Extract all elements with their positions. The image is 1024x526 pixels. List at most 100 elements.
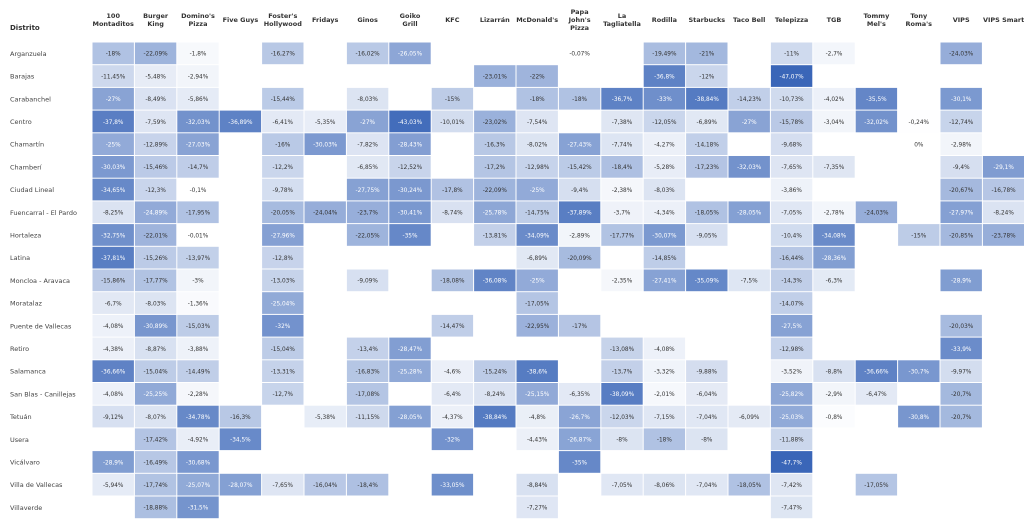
- cell-value-label: -24,89%: [143, 211, 168, 217]
- cell-value-label: -3,32%: [654, 369, 675, 375]
- heatmap-cell: [474, 178, 516, 201]
- heatmap-cell: [686, 383, 728, 405]
- heatmap-cell: [558, 201, 601, 224]
- cell-value-label: -0,01%: [188, 233, 209, 239]
- heatmap-cell: [346, 224, 389, 246]
- row-label: Tetuán: [9, 413, 32, 421]
- cell-value-label: -12,3%: [145, 188, 166, 194]
- cell-value-label: -2,28%: [188, 392, 209, 398]
- cell-value-label: -14,23%: [737, 97, 762, 103]
- heatmap-cell: [770, 224, 813, 246]
- cell-value-label: -14,18%: [695, 142, 720, 148]
- column-label: Tommy Mel's: [863, 12, 890, 28]
- heatmap-cell: [686, 133, 728, 155]
- heatmap-cell: [770, 65, 813, 87]
- heatmap-cell: [898, 360, 940, 382]
- heatmap-cell: [92, 87, 134, 110]
- heatmap-cell: [134, 133, 177, 155]
- cell-value-label: -7,47%: [781, 506, 802, 512]
- cell-value-label: -37,8%: [103, 120, 124, 126]
- cell-value-label: -15,46%: [143, 165, 168, 171]
- heatmap-cell: [601, 383, 643, 405]
- heatmap-cell: [92, 65, 134, 87]
- cell-value-label: -9,4%: [571, 188, 588, 194]
- cell-value-label: -8,07%: [145, 415, 166, 421]
- cell-value-label: -6,4%: [444, 392, 461, 398]
- cell-value-label: -13,4%: [357, 347, 378, 353]
- heatmap-cell: [177, 87, 219, 110]
- cell-value-label: -21%: [699, 52, 714, 58]
- cell-value-label: -3,86%: [781, 188, 802, 194]
- cell-value-label: -22%: [530, 74, 545, 80]
- cell-value-label: -16,44%: [779, 256, 804, 262]
- heatmap-cell: [516, 65, 558, 87]
- heatmap-cell: [770, 178, 813, 201]
- cell-value-label: -17,42%: [143, 438, 168, 444]
- cell-value-label: -25%: [106, 142, 121, 148]
- heatmap-cell: [346, 156, 389, 178]
- cell-value-label: -15%: [445, 97, 460, 103]
- cell-value-label: -23,78%: [991, 233, 1016, 239]
- heatmap-cell: [389, 42, 431, 65]
- cell-value-label: -20,09%: [567, 256, 592, 262]
- cell-value-label: -4,02%: [824, 97, 845, 103]
- column-label: VIPS Smart: [983, 16, 1024, 24]
- heatmap-cell: [474, 269, 516, 292]
- heatmap-cell: [770, 42, 813, 65]
- heatmap-cell: [516, 201, 558, 224]
- cell-value-label: -25%: [530, 279, 545, 285]
- cell-value-label: -12,03%: [610, 415, 635, 421]
- cell-value-label: -33%: [657, 97, 672, 103]
- cell-value-label: -30,68%: [186, 460, 211, 466]
- cell-value-label: -17,23%: [695, 165, 720, 171]
- cell-value-label: -18,08%: [440, 279, 465, 285]
- heatmap-cell: [134, 405, 177, 428]
- cell-value-label: -16,49%: [143, 460, 168, 466]
- heatmap-cell: [770, 269, 813, 292]
- heatmap-cell: [728, 87, 770, 110]
- heatmap-cell: [940, 224, 982, 246]
- heatmap-cell: [686, 224, 728, 246]
- heatmap-cell: [601, 133, 643, 155]
- cell-value-label: -1,8%: [190, 52, 207, 58]
- heatmap-cell: [558, 314, 601, 337]
- heatmap-cell: [601, 269, 643, 292]
- heatmap-cell: [134, 201, 177, 224]
- heatmap-cell: [134, 269, 177, 292]
- cell-value-label: -7,05%: [612, 483, 633, 489]
- heatmap-cell: [346, 360, 389, 382]
- heatmap-cell: [134, 428, 177, 451]
- heatmap-cell: [601, 405, 643, 428]
- cell-value-label: -25,78%: [483, 211, 508, 217]
- heatmap-cell: [558, 224, 601, 246]
- column-labels: 100 Montaditos Burger King Domino's Pizza Five…: [93, 8, 1024, 32]
- heatmap-cell: [770, 360, 813, 382]
- cell-value-label: -16,3%: [230, 415, 251, 421]
- heatmap-cell: [389, 110, 431, 133]
- heatmap-cell: [982, 224, 1024, 246]
- cell-value-label: -18%: [572, 97, 587, 103]
- heatmap-cell: [177, 110, 219, 133]
- heatmap-cell: [516, 110, 558, 133]
- heatmap-cell: [431, 201, 474, 224]
- cell-value-label: -7,65%: [781, 165, 802, 171]
- heatmap-cell: [601, 337, 643, 360]
- cell-value-label: -28,9%: [951, 279, 972, 285]
- cell-value-label: -34,09%: [525, 233, 550, 239]
- cell-value-label: -20,85%: [949, 233, 974, 239]
- cell-value-label: -14,85%: [652, 256, 677, 262]
- column-label: Foster's Hollywood: [264, 12, 303, 28]
- cell-value-label: -16,83%: [355, 369, 380, 375]
- heatmap-cell: [516, 360, 558, 382]
- cell-value-label: -4,37%: [442, 415, 463, 421]
- cell-value-label: -7,27%: [527, 506, 548, 512]
- heatmap-cell: [346, 87, 389, 110]
- cell-value-label: -12,2%: [273, 165, 294, 171]
- cell-value-label: -15%: [911, 233, 926, 239]
- cell-value-label: -13,97%: [186, 256, 211, 262]
- heatmap-cell: [770, 473, 813, 496]
- cell-value-label: -1,36%: [188, 301, 209, 307]
- cell-value-label: -36,8%: [654, 74, 675, 80]
- cell-value-label: -15,26%: [143, 256, 168, 262]
- heatmap-cell: [92, 269, 134, 292]
